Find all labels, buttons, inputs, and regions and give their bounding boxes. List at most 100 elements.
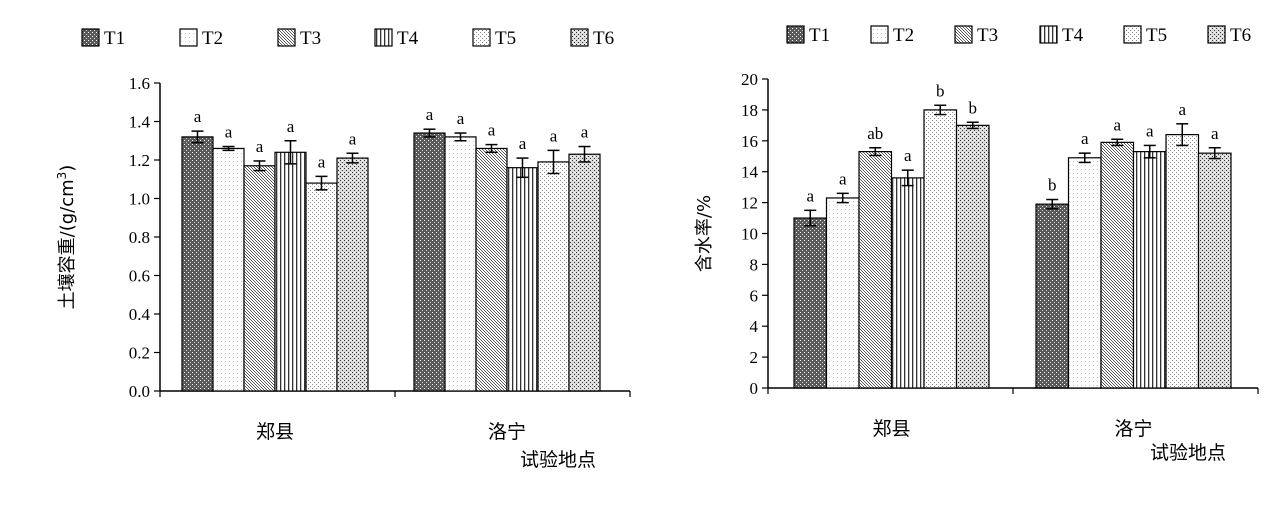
legend-label-t5: T5 bbox=[1146, 25, 1167, 46]
significance-letter: a bbox=[1113, 115, 1121, 134]
significance-letter: a bbox=[1211, 124, 1219, 143]
significance-letter: a bbox=[318, 152, 326, 171]
significance-letter: a bbox=[1081, 129, 1089, 148]
legend-swatch-t6 bbox=[570, 28, 589, 47]
bar-t5-2 bbox=[1165, 134, 1200, 389]
y-tick-label: 0.8 bbox=[129, 228, 150, 247]
bar-t6-2 bbox=[1197, 152, 1232, 389]
legend-swatch-t3 bbox=[277, 28, 296, 47]
significance-letter: a bbox=[1178, 100, 1186, 119]
bar-t6-2 bbox=[568, 153, 601, 392]
significance-letter: a bbox=[349, 129, 357, 148]
significance-letter: a bbox=[1146, 121, 1154, 140]
y-tick-label: 10 bbox=[741, 225, 758, 244]
y-axis-label-end: ) bbox=[57, 165, 78, 172]
significance-letter: b bbox=[969, 98, 978, 117]
y-tick-label: 1.0 bbox=[129, 190, 150, 209]
y-tick-label: 0.6 bbox=[129, 267, 150, 286]
y-tick-label: 20 bbox=[741, 70, 758, 89]
significance-letter: ab bbox=[867, 124, 883, 143]
y-tick-label: 12 bbox=[741, 194, 758, 213]
significance-letter: a bbox=[806, 186, 814, 205]
significance-letter: a bbox=[488, 121, 496, 140]
legend-swatch-t4 bbox=[1039, 25, 1058, 44]
significance-letter: a bbox=[287, 117, 295, 136]
bar-t3-1 bbox=[243, 165, 276, 392]
y-tick-label: 2 bbox=[750, 348, 759, 367]
significance-letter: b bbox=[1048, 176, 1057, 195]
significance-letter: a bbox=[839, 169, 847, 188]
y-tick-label: 0 bbox=[750, 379, 759, 398]
bar-t3-2 bbox=[1100, 141, 1135, 389]
bar-t2-1 bbox=[825, 197, 860, 389]
legend-swatch-t1 bbox=[81, 28, 100, 47]
legend-label-t6: T6 bbox=[1230, 25, 1251, 46]
y-tick-label: 0.2 bbox=[129, 344, 150, 363]
legend-swatch-t5 bbox=[1123, 25, 1142, 44]
legend-label-t2: T2 bbox=[202, 28, 223, 49]
bar-t5-2 bbox=[537, 161, 570, 392]
legend-label-t3: T3 bbox=[300, 28, 321, 49]
bar-t2-2 bbox=[444, 136, 477, 392]
y-axis-label-main: 土壤容重/(g/cm bbox=[57, 179, 78, 309]
bar-t3-1 bbox=[858, 151, 893, 389]
y-axis-label-sup: 3 bbox=[55, 172, 69, 180]
chart-water-content: T1 T2 T3 T4 T5 T602468101214161820aaababb郑县ba… bbox=[694, 25, 1259, 464]
legend-swatch-t1 bbox=[786, 25, 805, 44]
significance-letter: a bbox=[550, 126, 558, 145]
legend-label-t5: T5 bbox=[495, 28, 516, 49]
y-tick-label: 18 bbox=[741, 101, 758, 120]
legend-label-t2: T2 bbox=[893, 25, 914, 46]
x-axis-label: 试验地点 bbox=[1150, 442, 1226, 464]
bar-t2-1 bbox=[212, 147, 245, 392]
significance-letter: a bbox=[904, 146, 912, 165]
bar-t4-2 bbox=[1132, 151, 1167, 389]
significance-letter: a bbox=[519, 134, 527, 153]
significance-letter: a bbox=[426, 105, 434, 124]
bar-t1-1 bbox=[793, 217, 828, 389]
significance-letter: b bbox=[936, 81, 945, 100]
bar-t1-2 bbox=[1035, 203, 1070, 389]
y-tick-label: 0.0 bbox=[129, 382, 150, 401]
bar-t1-2 bbox=[413, 132, 446, 392]
legend-label-t4: T4 bbox=[1062, 25, 1084, 46]
y-tick-label: 0.4 bbox=[129, 305, 151, 324]
y-axis-label: 土壤容重/(g/cm3) bbox=[55, 165, 78, 310]
bar-t6-1 bbox=[955, 124, 990, 389]
legend-swatch-t4 bbox=[374, 28, 393, 47]
significance-letter: a bbox=[256, 137, 264, 156]
bar-t3-2 bbox=[475, 147, 508, 392]
y-tick-label: 16 bbox=[741, 132, 758, 151]
bar-t1-1 bbox=[181, 136, 214, 392]
y-tick-label: 1.4 bbox=[129, 113, 151, 132]
legend-swatch-t3 bbox=[954, 25, 973, 44]
y-tick-label: 1.6 bbox=[129, 74, 150, 93]
bar-t2-2 bbox=[1067, 157, 1102, 389]
bar-t5-1 bbox=[923, 109, 958, 389]
category-label: 郑县 bbox=[872, 418, 910, 440]
y-tick-label: 1.2 bbox=[129, 151, 150, 170]
legend-label-t3: T3 bbox=[977, 25, 998, 46]
legend-label-t1: T1 bbox=[104, 28, 125, 49]
bar-t4-1 bbox=[274, 151, 307, 392]
y-tick-label: 6 bbox=[750, 286, 759, 305]
legend-swatch-t2 bbox=[179, 28, 198, 47]
category-label: 洛宁 bbox=[488, 421, 526, 443]
y-tick-label: 4 bbox=[750, 317, 759, 336]
legend-label-t4: T4 bbox=[397, 28, 419, 49]
x-axis-label: 试验地点 bbox=[520, 449, 596, 471]
bar-t6-1 bbox=[336, 157, 369, 392]
category-label: 洛宁 bbox=[1114, 418, 1152, 440]
y-axis-label: 含水率/% bbox=[694, 195, 715, 272]
legend-label-t1: T1 bbox=[809, 25, 830, 46]
y-tick-label: 8 bbox=[750, 255, 759, 274]
category-label: 郑县 bbox=[256, 421, 294, 443]
bar-t4-1 bbox=[890, 177, 925, 389]
bar-t4-2 bbox=[506, 167, 539, 392]
y-tick-label: 14 bbox=[741, 163, 759, 182]
legend-swatch-t6 bbox=[1207, 25, 1226, 44]
chart-soil-bulk-density: T1 T2 T3 T4 T5 T6 0.0 0.2 0.4 0.6 0.8 1.0 1.2 1.4 1.6 a… bbox=[55, 28, 631, 471]
significance-letter: a bbox=[581, 123, 589, 142]
significance-letter: a bbox=[457, 109, 465, 128]
